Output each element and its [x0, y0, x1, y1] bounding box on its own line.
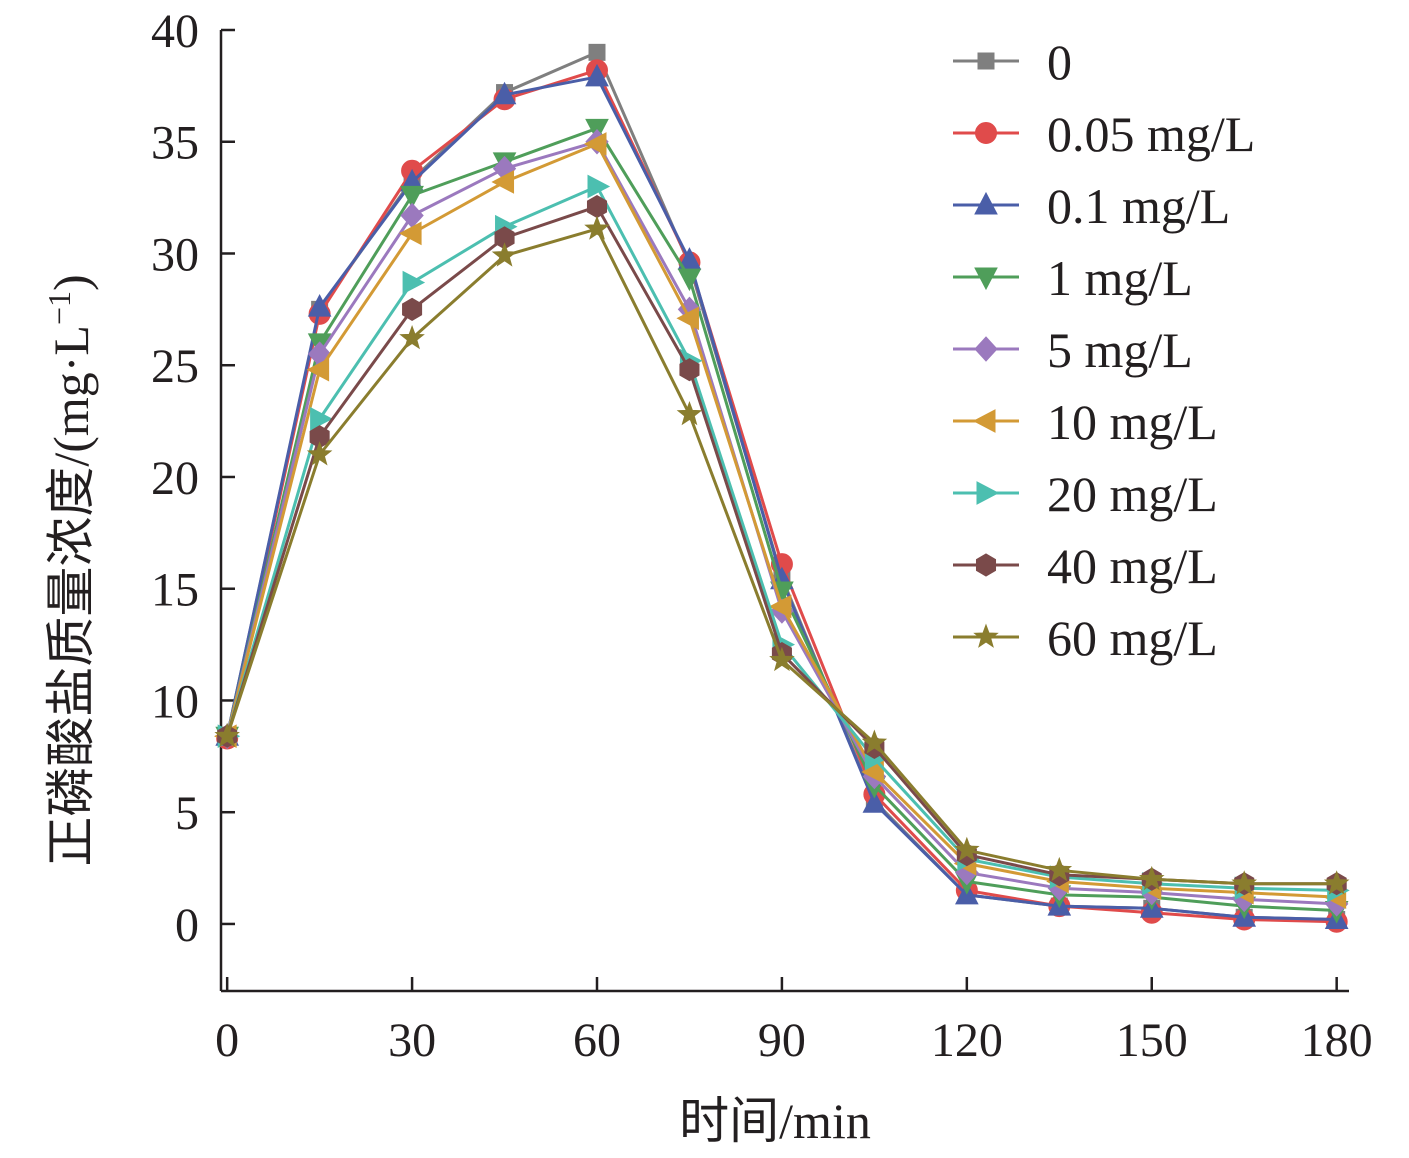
legend-label: 40 mg/L [1047, 538, 1218, 594]
data-point [399, 324, 425, 350]
y-axis-title-sup: −1 [41, 291, 77, 325]
legend-item: 0.05 mg/L [953, 106, 1255, 162]
legend-marker [974, 191, 998, 215]
legend-label: 10 mg/L [1047, 394, 1218, 450]
data-point [585, 63, 609, 87]
legend-marker [975, 553, 997, 577]
y-tick-label: 40 [151, 5, 199, 58]
data-point [306, 357, 330, 382]
legend-item: 10 mg/L [953, 394, 1218, 450]
legend-item: 0 [953, 34, 1072, 90]
y-tick-label: 25 [151, 340, 199, 393]
x-tick-label: 30 [388, 1014, 436, 1067]
data-point [491, 170, 515, 194]
x-axis-title: 时间/min [679, 1093, 871, 1149]
y-tick-label: 15 [151, 564, 199, 617]
series-8 [214, 215, 1350, 895]
data-point [769, 646, 795, 672]
y-tick-label: 10 [151, 675, 199, 728]
data-point [400, 185, 424, 209]
data-point [676, 400, 703, 426]
y-axis-title-close: ) [43, 274, 99, 291]
data-point [1323, 870, 1350, 895]
data-point [310, 407, 333, 431]
y-tick-label: 35 [151, 117, 199, 170]
x-tick-label: 150 [1116, 1014, 1188, 1067]
legend-item: 0.1 mg/L [953, 178, 1230, 234]
legend-marker [974, 267, 998, 291]
y-tick-label: 0 [175, 899, 199, 952]
data-point [679, 358, 700, 382]
data-point [491, 242, 518, 267]
y-axis-title-main: 正磷酸盐质量浓度/(mg·L [43, 325, 99, 867]
x-tick-label: 0 [215, 1014, 239, 1067]
legend-label: 60 mg/L [1047, 610, 1218, 666]
legend-marker [974, 336, 998, 362]
data-point [402, 270, 426, 295]
legend-item: 20 mg/L [953, 466, 1218, 522]
data-point [307, 294, 332, 317]
data-point [588, 43, 606, 61]
legend-marker [972, 409, 996, 433]
data-point [399, 221, 422, 246]
legend-label: 1 mg/L [1047, 250, 1193, 306]
series-4 [215, 129, 1349, 917]
data-point [587, 174, 611, 199]
data-point [861, 729, 888, 754]
data-point [1231, 870, 1257, 895]
data-point [676, 306, 699, 331]
y-tick-label: 5 [175, 787, 199, 840]
legend-label: 5 mg/L [1047, 322, 1193, 378]
data-point [306, 441, 333, 466]
data-point [583, 132, 607, 156]
x-tick-label: 60 [573, 1014, 621, 1067]
y-tick-label: 20 [151, 452, 199, 505]
x-tick-label: 180 [1301, 1014, 1373, 1067]
data-point [1046, 856, 1073, 882]
legend-marker [977, 52, 995, 70]
legend-item: 5 mg/L [953, 322, 1193, 378]
y-axis-title: 正磷酸盐质量浓度/(mg·L−1) [41, 274, 99, 866]
legend-item: 40 mg/L [953, 538, 1218, 594]
legend-label: 0.1 mg/L [1047, 178, 1230, 234]
x-tick-label: 90 [758, 1014, 806, 1067]
legend-label: 20 mg/L [1047, 466, 1218, 522]
legend: 0 0.05 mg/L 0.1 mg/L 1 mg/L 5 mg/L 10 mg/L 20 … [953, 34, 1255, 666]
data-point [1138, 865, 1165, 891]
legend-label: 0.05 mg/L [1047, 106, 1255, 162]
data-point [862, 790, 887, 813]
legend-item: 1 mg/L [953, 250, 1193, 306]
data-point [402, 297, 423, 321]
legend-item: 60 mg/L [953, 610, 1218, 666]
legend-marker [975, 122, 997, 144]
series-layer [214, 43, 1350, 933]
data-point [214, 722, 240, 748]
data-point [954, 836, 980, 862]
data-point [677, 268, 702, 292]
data-point [768, 594, 792, 619]
x-tick-label: 120 [931, 1014, 1003, 1067]
axes: 0 5 10 15 20 25 30 35 40 0 30 60 90 120 150 180 [151, 5, 1373, 1067]
y-tick-label: 30 [151, 228, 199, 281]
data-point [584, 215, 610, 240]
data-point [586, 194, 608, 219]
legend-marker [973, 623, 999, 648]
data-point [492, 81, 517, 105]
data-point [861, 760, 884, 784]
legend-marker [976, 481, 1000, 505]
legend-label: 0 [1047, 34, 1072, 90]
